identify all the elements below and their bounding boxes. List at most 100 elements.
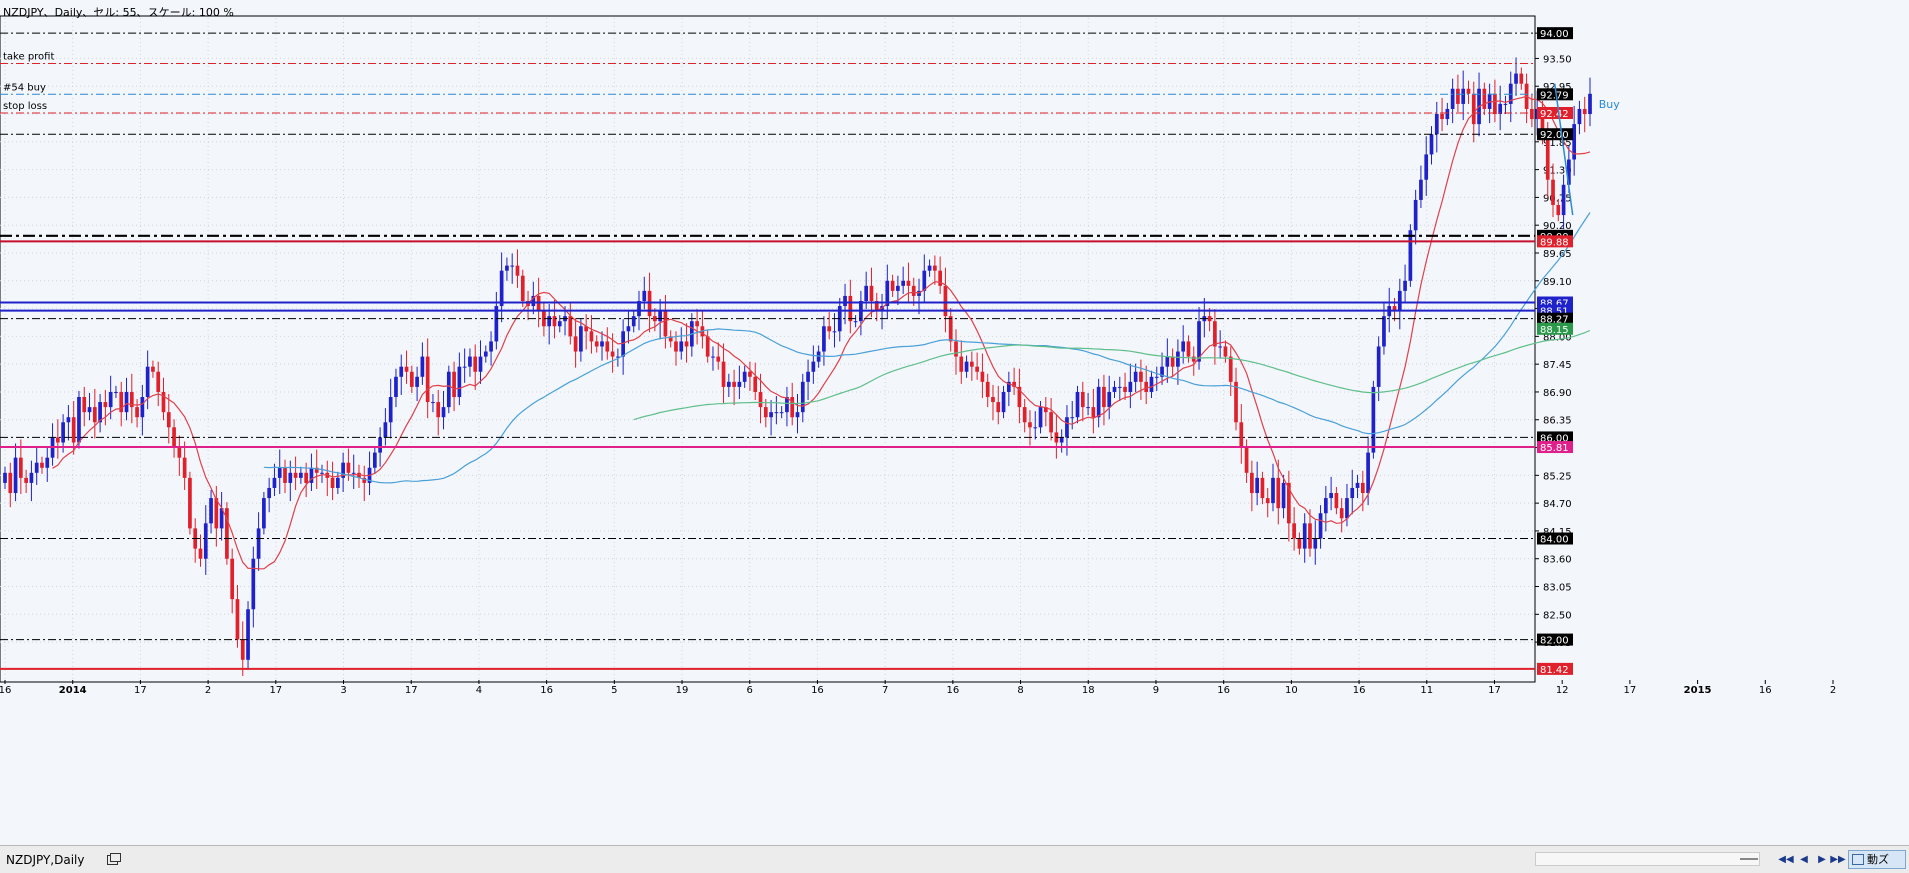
candle-body — [679, 341, 684, 352]
bull-candle — [711, 346, 715, 371]
bull-candle — [843, 283, 847, 325]
bear-candle — [1017, 368, 1022, 424]
candle-body — [1292, 523, 1296, 539]
candle-body — [785, 397, 789, 413]
candle-body — [822, 326, 826, 352]
bear-candle — [1213, 309, 1217, 365]
candle-body — [299, 472, 303, 478]
candle-body — [1160, 366, 1164, 377]
bear-candle — [55, 419, 60, 459]
horizontal-scrollbar[interactable] — [1535, 852, 1760, 866]
candle-body — [658, 311, 662, 322]
first-page-icon[interactable]: ◀◀ — [1778, 854, 1794, 865]
x-tick-label: 2 — [1830, 685, 1836, 696]
candle-body — [1503, 103, 1508, 105]
candle-body — [1028, 422, 1032, 428]
bull-candle — [494, 291, 499, 350]
auto-scroll-button[interactable]: 動ズ — [1848, 850, 1906, 869]
candle-body — [933, 265, 937, 271]
bull-candle — [922, 254, 927, 304]
candle-body — [1265, 498, 1270, 504]
bull-candle — [431, 393, 435, 413]
bear-candle — [954, 329, 958, 375]
candle-body — [283, 467, 287, 483]
candle-body — [151, 366, 155, 372]
window-icon[interactable] — [107, 853, 121, 865]
ma-tag-label: 88.15 — [1540, 325, 1569, 336]
x-tick-label: 16 — [1759, 685, 1772, 696]
candle-body — [896, 285, 900, 291]
candle-body — [1413, 199, 1418, 231]
bull-candle — [256, 512, 261, 571]
candle-body — [45, 457, 50, 468]
candle-body — [483, 351, 488, 357]
x-tick-label: 16 — [946, 685, 959, 696]
bear-candle — [357, 464, 361, 488]
candle-body — [848, 295, 853, 322]
candle-body — [1419, 179, 1423, 200]
bull-candle — [114, 385, 118, 399]
bull-candle — [1302, 513, 1307, 563]
bear-candle — [156, 361, 161, 407]
bull-candle — [1318, 505, 1323, 549]
x-tick-label: 7 — [882, 685, 888, 696]
bear-candle — [1582, 96, 1587, 133]
chart-area[interactable]: 94.0093.5092.9592.4091.8591.3090.7590.20… — [0, 0, 1909, 845]
x-tick-label: 3 — [340, 685, 346, 696]
bull-candle — [478, 340, 483, 384]
bull-candle — [351, 454, 356, 489]
y-tick-label: 89.65 — [1543, 249, 1572, 260]
candle-body — [251, 558, 256, 610]
candle-body — [711, 356, 715, 358]
candle-body — [3, 472, 7, 483]
bear-candle — [753, 362, 758, 401]
next-page-icon[interactable]: ▶ — [1818, 854, 1826, 865]
bear-candle — [240, 621, 245, 676]
bull-candle — [1429, 126, 1434, 165]
candle-body — [721, 361, 726, 387]
bull-candle — [1355, 474, 1360, 499]
candle-body — [1123, 386, 1127, 392]
prev-page-icon[interactable]: ◀ — [1800, 854, 1808, 865]
candle-body — [579, 326, 583, 352]
bull-candle — [1107, 375, 1112, 420]
candle-body — [542, 311, 546, 327]
bear-candle — [1207, 308, 1212, 332]
bull-candle — [394, 368, 398, 408]
candle-body — [964, 361, 969, 372]
candle-body — [584, 326, 589, 332]
candle-body — [1250, 472, 1254, 494]
bull-candle — [34, 446, 39, 485]
candle-body — [1308, 523, 1312, 549]
chart-tab-label[interactable]: NZDJPY,Daily — [6, 853, 85, 867]
buy-marker-label: Buy — [1599, 98, 1621, 111]
bear-candle — [732, 369, 736, 406]
scrollbar-thumb[interactable] — [1740, 858, 1758, 860]
candle-body — [568, 316, 573, 337]
bear-candle — [568, 302, 573, 345]
candle-body — [985, 381, 990, 398]
bull-candle — [1086, 392, 1090, 416]
candle-body — [1582, 108, 1587, 115]
bear-candle — [515, 249, 520, 288]
price-chart[interactable]: 94.0093.5092.9592.4091.8591.3090.7590.20… — [0, 0, 1909, 845]
candle-body — [1329, 493, 1333, 499]
candle-body — [827, 326, 832, 332]
candle-body — [1556, 204, 1561, 216]
candle-body — [774, 412, 779, 414]
candle-body — [1144, 381, 1149, 392]
candle-body — [55, 437, 60, 443]
candle-body — [1551, 179, 1555, 205]
bear-candle — [1466, 80, 1471, 104]
last-page-icon[interactable]: ▶▶ — [1830, 854, 1846, 865]
candle-body — [219, 508, 224, 529]
bull-candle — [626, 310, 631, 344]
bull-candle — [1133, 363, 1138, 392]
bull-candle — [679, 327, 684, 360]
bull-candle — [822, 316, 826, 366]
bull-candle — [1413, 189, 1418, 245]
candle-body — [1360, 482, 1365, 494]
bear-candle — [452, 361, 456, 412]
price-tag-label: 85.81 — [1540, 443, 1569, 454]
candle-body — [383, 422, 388, 438]
